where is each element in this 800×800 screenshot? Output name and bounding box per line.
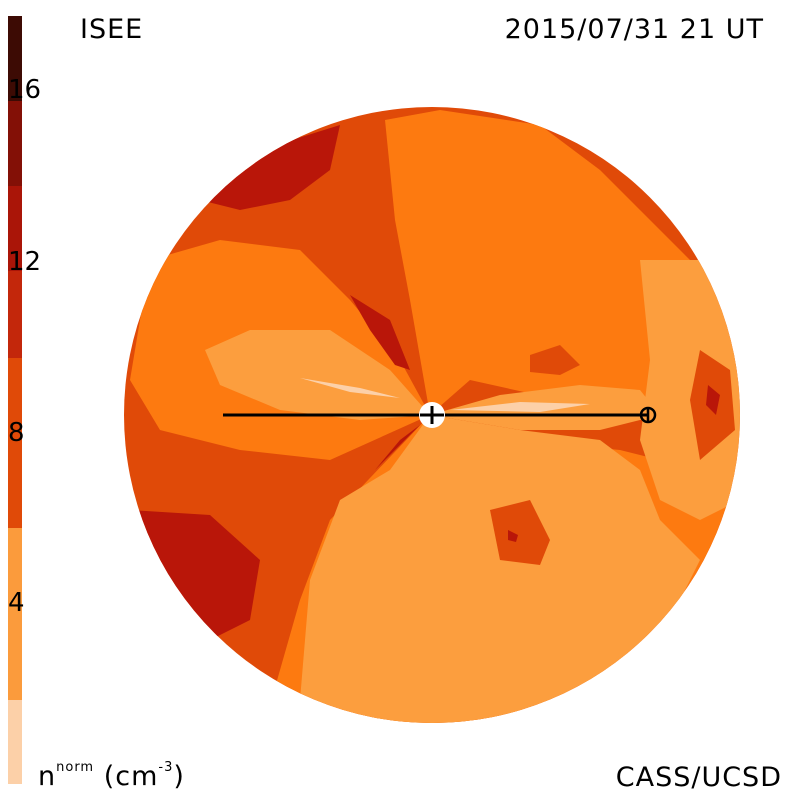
density-region xyxy=(508,530,518,542)
timestamp-label: 2015/07/31 21 UT xyxy=(504,14,764,45)
colorbar xyxy=(8,16,22,784)
density-region xyxy=(530,345,580,375)
credit-label: CASS/UCSD xyxy=(615,762,782,793)
colorbar-tick-4: 4 xyxy=(8,588,25,618)
colorbar-segment xyxy=(8,700,22,784)
density-region xyxy=(300,378,400,398)
density-region xyxy=(450,402,590,412)
colorbar-segment xyxy=(8,528,22,700)
density-region xyxy=(375,425,420,470)
density-region xyxy=(205,330,430,420)
colorbar-tick-12: 12 xyxy=(8,247,42,277)
colorbar-segment xyxy=(8,271,22,358)
density-region xyxy=(300,415,700,723)
colorbar-segment xyxy=(8,358,22,528)
density-region xyxy=(200,125,340,210)
source-label: ISEE xyxy=(80,14,144,45)
density-region xyxy=(640,260,740,520)
density-region xyxy=(350,295,410,370)
unit-label: nnorm (cm-3) xyxy=(38,760,185,792)
density-region xyxy=(385,110,700,420)
colorbar-segment xyxy=(8,16,22,101)
colorbar-tick-8: 8 xyxy=(8,418,25,448)
density-region xyxy=(706,385,720,415)
colorbar-segment xyxy=(8,186,22,271)
colorbar-segment xyxy=(8,101,22,186)
density-region xyxy=(490,500,550,565)
colorbar-tick-16: 16 xyxy=(8,75,42,105)
